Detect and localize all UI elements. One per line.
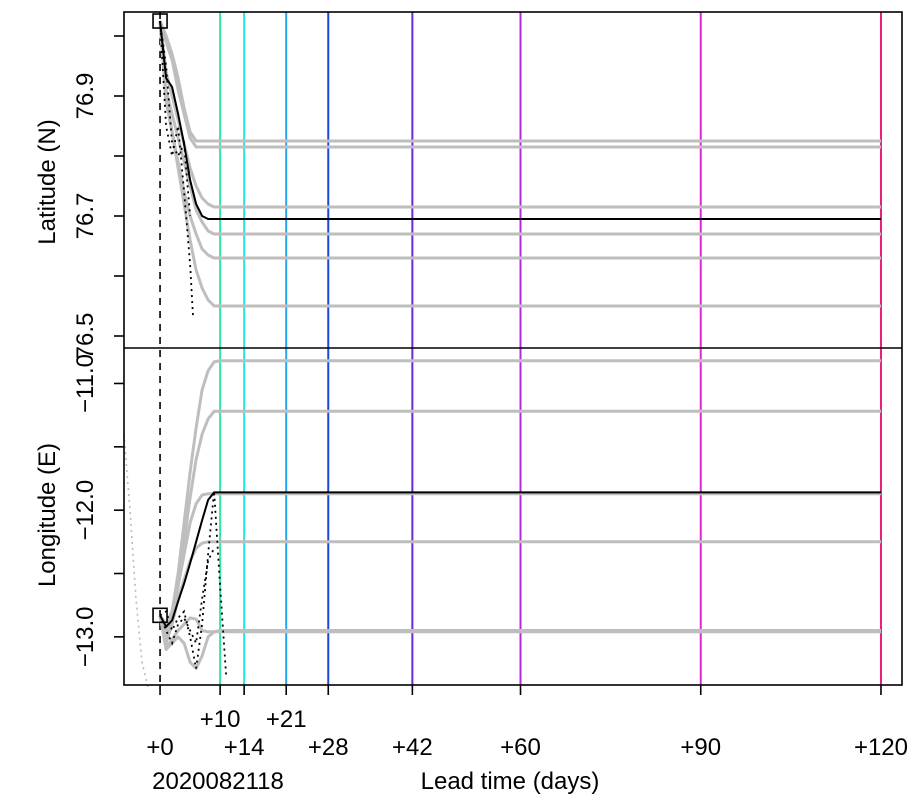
y-tick-label: −11.0 (72, 354, 99, 413)
ensemble-track (158, 615, 881, 670)
plot-frame (123, 11, 903, 686)
x-tick-label: +14 (224, 734, 265, 761)
y-tick-label: 76.5 (72, 313, 99, 360)
x-tick-label: +21 (266, 706, 307, 733)
x-tick-label: +60 (500, 734, 541, 761)
start-marker (152, 13, 168, 29)
ensemble-track (158, 20, 881, 236)
x-tick-label: +42 (392, 734, 433, 761)
x-tick-label: +10 (200, 706, 241, 733)
y-tick-label: −12.0 (72, 480, 99, 541)
tracks (123, 13, 881, 688)
x-tick-label: +0 (146, 734, 173, 761)
y-tick-label: 76.7 (72, 193, 99, 240)
ensemble-track (158, 20, 881, 149)
y-tick-label: −13.0 (72, 607, 99, 668)
dotted-track (159, 547, 215, 647)
ensemble-track (158, 20, 881, 209)
y-axis-label-longitude: Longitude (E) (34, 443, 61, 587)
start-marker (152, 607, 168, 624)
x-axis: +0 +10+14+21+28 +42 +60 +90 +120 (146, 685, 908, 761)
y-tick-label: 76.9 (72, 73, 99, 120)
main-track (159, 20, 881, 220)
init-date-label: 2020082118 (152, 768, 284, 795)
y-axis-label-latitude: Latitude (N) (34, 119, 61, 244)
y-axes: 76.5 76.7 76.9 −13.0 −12.0 −11.0 (72, 35, 124, 668)
main-track (159, 491, 881, 629)
x-tick-label: +28 (308, 734, 349, 761)
ensemble-track (158, 20, 881, 308)
x-tick-label: +90 (680, 734, 721, 761)
x-tick-label: +120 (854, 734, 908, 761)
x-axis-label: Lead time (days) (421, 768, 600, 795)
